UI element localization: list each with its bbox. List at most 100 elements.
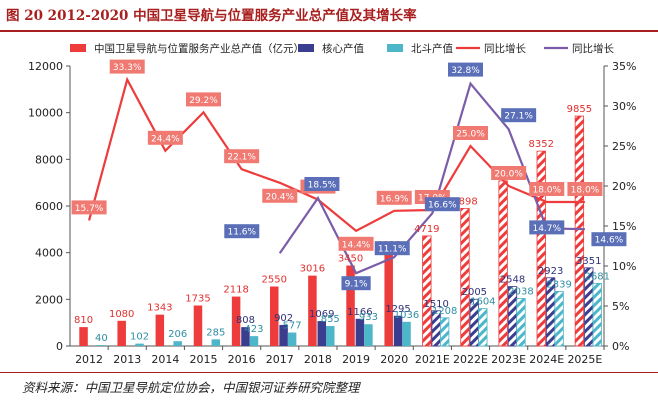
- legend-swatch: [298, 44, 314, 52]
- bar-total: [117, 320, 126, 346]
- bar-total-label: 3450: [338, 254, 363, 265]
- bar-total-label: 1735: [185, 294, 210, 305]
- core-growth-label: 9.1%: [345, 280, 368, 290]
- bar-total: [574, 115, 585, 347]
- bar-beidou: [554, 291, 564, 347]
- total-growth-label-box: [147, 130, 183, 145]
- bar-beidou-label: 2339: [546, 279, 571, 290]
- y-right-tick-label: 5%: [612, 300, 629, 313]
- bar-beidou: [478, 308, 488, 347]
- x-tick-label: 2016: [228, 353, 256, 366]
- bar-beidou: [211, 339, 221, 346]
- core-growth-label: 16.6%: [428, 201, 457, 211]
- total-growth-label: 16.9%: [380, 194, 409, 204]
- bar-core-label: 1069: [309, 309, 334, 320]
- bar-total: [498, 180, 508, 347]
- total-growth-label-box: [491, 166, 527, 180]
- total-growth-label-box: [376, 190, 412, 205]
- bar-core-label: 1166: [347, 307, 372, 318]
- y-left-tick-label: 10000: [28, 107, 63, 120]
- figure-title: 图 20 2012-2020 中国卫星导航与位置服务产业总产值及其增长率: [6, 8, 417, 24]
- total-growth-label: 20.4%: [265, 192, 294, 202]
- bar-beidou-label: 1208: [432, 306, 457, 317]
- total-growth-label-box: [186, 92, 221, 107]
- bar-core-label: 3351: [576, 256, 601, 267]
- bar-beidou-label: 1604: [470, 297, 495, 308]
- y-left-tick-label: 6000: [35, 200, 63, 213]
- x-tick-label: 2013: [113, 353, 141, 366]
- title-divider: [0, 30, 658, 32]
- y-right-tick-label: 25%: [612, 140, 636, 153]
- total-growth-label-box: [338, 236, 374, 251]
- core-growth-label-box: [374, 241, 410, 256]
- bar-beidou: [249, 336, 259, 346]
- y-left-tick-label: 12000: [28, 60, 63, 73]
- footer-divider: [0, 372, 658, 373]
- bar-total: [384, 251, 393, 346]
- core-growth-label-box: [224, 224, 260, 239]
- bar-line-chart: 中国卫星导航与位置服务产业总产值（亿元） 核心产值 北斗产值 同比增长 同比增长 0 20…: [28, 42, 636, 366]
- bar-total-label: 3016: [300, 264, 325, 275]
- bar-total-label: 4719: [414, 224, 439, 235]
- legend-swatch: [70, 44, 86, 52]
- bar-core: [355, 318, 365, 346]
- bar-beidou: [173, 341, 182, 346]
- bar-core-label: 2548: [500, 275, 525, 286]
- total-growth-label: 15.7%: [75, 204, 104, 214]
- bar-total-label: 2118: [223, 285, 248, 296]
- bar-core: [241, 327, 250, 346]
- bar-beidou-label: 2681: [585, 271, 610, 282]
- total-growth-label-box: [529, 182, 565, 196]
- bar-beidou-label: 206: [168, 329, 187, 340]
- core-growth-label: 11.6%: [227, 228, 256, 238]
- bar-beidou-label: 102: [130, 332, 149, 343]
- bar-beidou: [516, 298, 526, 347]
- bar-total: [460, 207, 470, 347]
- bar-beidou: [326, 326, 335, 346]
- bar-beidou: [364, 324, 373, 346]
- core-growth-label-box: [529, 220, 565, 235]
- total-growth-label: 18.0%: [571, 186, 600, 196]
- bar-core-label: 808: [236, 315, 255, 326]
- x-tick-label: 2025E: [567, 353, 602, 366]
- bar-total-label: 1080: [109, 309, 134, 320]
- bar-core-label: 1510: [423, 299, 448, 310]
- bar-beidou-label: 577: [283, 321, 302, 332]
- x-tick-label: 2012: [75, 353, 103, 366]
- core-growth-label: 14.6%: [595, 236, 624, 246]
- core-growth-label: 32.8%: [451, 66, 480, 76]
- core-growth-label-box: [341, 276, 371, 291]
- bar-total: [231, 296, 241, 346]
- x-tick-label: 2014: [151, 353, 179, 366]
- source-note: 资料来源：中国卫星导航定位协会，中国银河证券研究院整理: [22, 380, 360, 395]
- bar-beidou: [402, 321, 411, 346]
- bar-total-label: 2550: [262, 275, 287, 286]
- bar-beidou: [592, 283, 602, 347]
- chart-legend: 中国卫星导航与位置服务产业总产值（亿元） 核心产值 北斗产值 同比增长 同比增长: [70, 42, 614, 55]
- core-growth-label-box: [501, 108, 537, 123]
- bar-beidou: [135, 343, 144, 346]
- bar-beidou: [97, 345, 106, 346]
- bar-core: [393, 315, 403, 346]
- bar-total: [270, 286, 279, 346]
- core-growth-label-box: [448, 62, 483, 77]
- x-tick-label: 2017: [266, 353, 294, 366]
- bar-beidou-label: 285: [206, 327, 225, 338]
- bar-total-label: 9855: [567, 104, 592, 115]
- x-tick-label: 2015: [190, 353, 218, 366]
- bar-total: [422, 235, 432, 347]
- bar-total: [346, 265, 355, 346]
- bar-total-label: 5898: [452, 196, 477, 207]
- bar-core: [279, 324, 288, 346]
- total-growth-label-box: [567, 182, 603, 196]
- y-left-tick-label: 2000: [35, 293, 63, 306]
- y-right-tick-label: 10%: [612, 260, 636, 273]
- total-growth-label: 14.4%: [342, 240, 371, 250]
- bar-total: [308, 275, 317, 346]
- total-growth-label-box: [71, 200, 107, 215]
- chart-bars: [79, 115, 602, 347]
- y-left-tick-label: 4000: [35, 247, 63, 260]
- legend-label: 同比增长: [572, 42, 614, 55]
- core-growth-label-box: [304, 177, 340, 191]
- bar-beidou-label: 933: [359, 312, 378, 323]
